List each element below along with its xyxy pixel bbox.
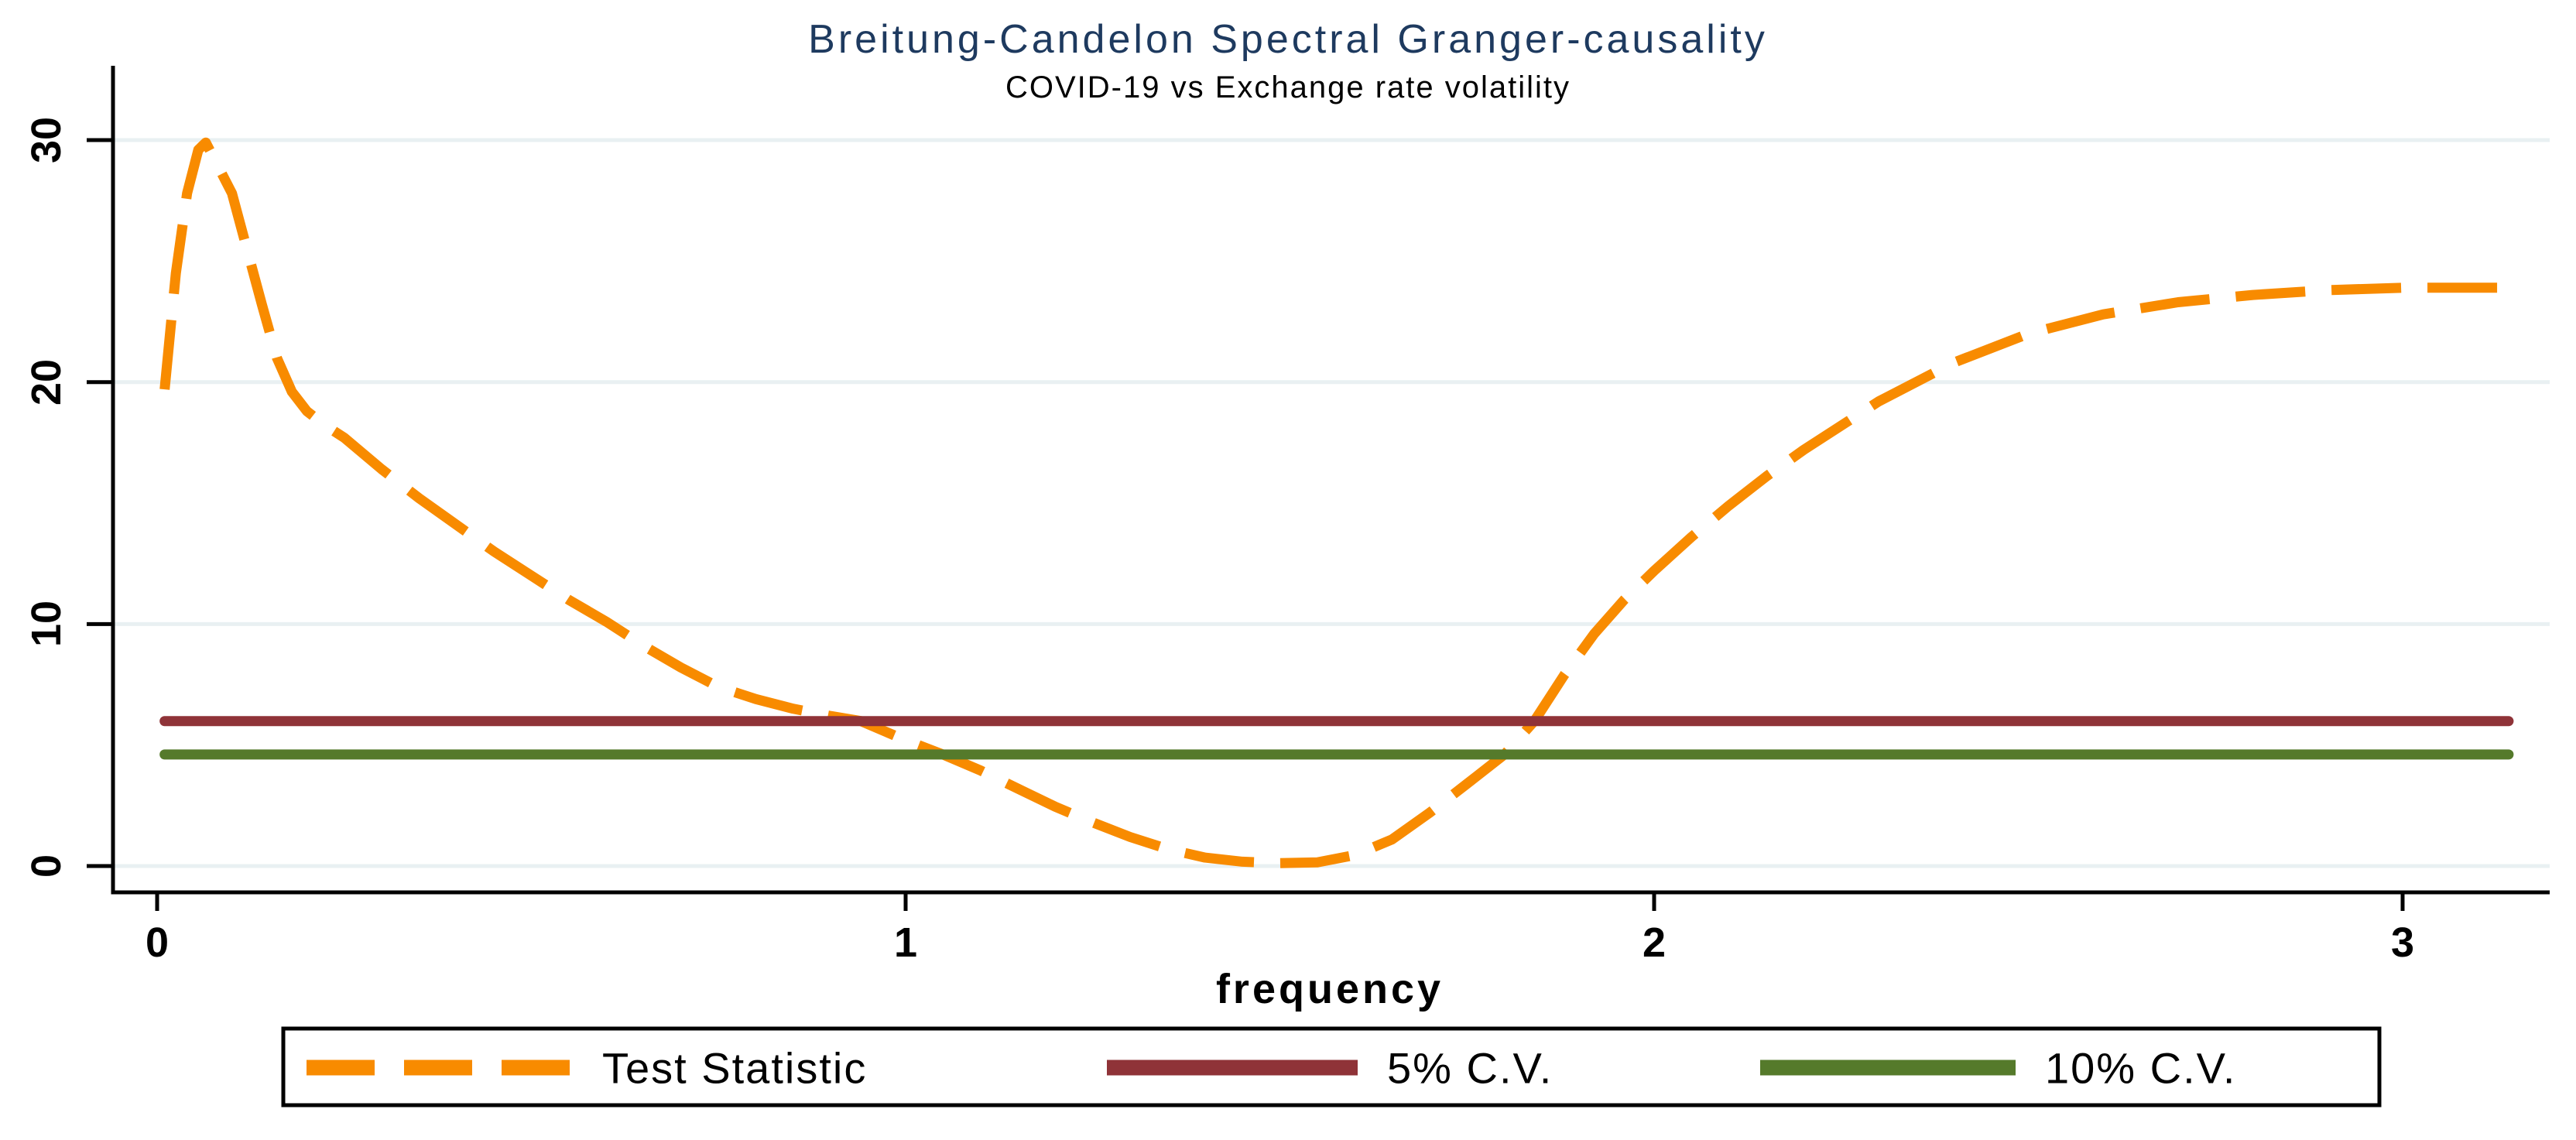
x-tick-label-2: 2 — [1643, 919, 1666, 966]
x-axis-title: frequency — [1216, 966, 1444, 1012]
chart-geometry — [87, 66, 2550, 1107]
x-tick-label-3: 3 — [2391, 919, 2414, 966]
y-tick-label-30: 30 — [23, 117, 70, 163]
y-tick-label-10: 10 — [23, 601, 70, 647]
axis-lines — [111, 66, 2550, 895]
y-tick-label-0: 0 — [23, 854, 70, 878]
chart-subtitle: COVID-19 vs Exchange rate volatility — [1005, 70, 1571, 104]
legend-label-10pct-cv: 10% C.V. — [2045, 1044, 2236, 1093]
x-tick-label-1: 1 — [894, 919, 917, 966]
chart-labels: Breitung-Candelon Spectral Granger-causa… — [23, 17, 2414, 1093]
series-line-test-statistic — [159, 137, 2509, 868]
chart-title: Breitung-Candelon Spectral Granger-causa… — [808, 17, 1768, 62]
x-tick-label-0: 0 — [146, 919, 169, 966]
legend-label-5pct-cv: 5% C.V. — [1387, 1044, 1553, 1093]
y-tick-label-20: 20 — [23, 359, 70, 406]
legend-label-test-statistic: Test Statistic — [602, 1044, 867, 1093]
